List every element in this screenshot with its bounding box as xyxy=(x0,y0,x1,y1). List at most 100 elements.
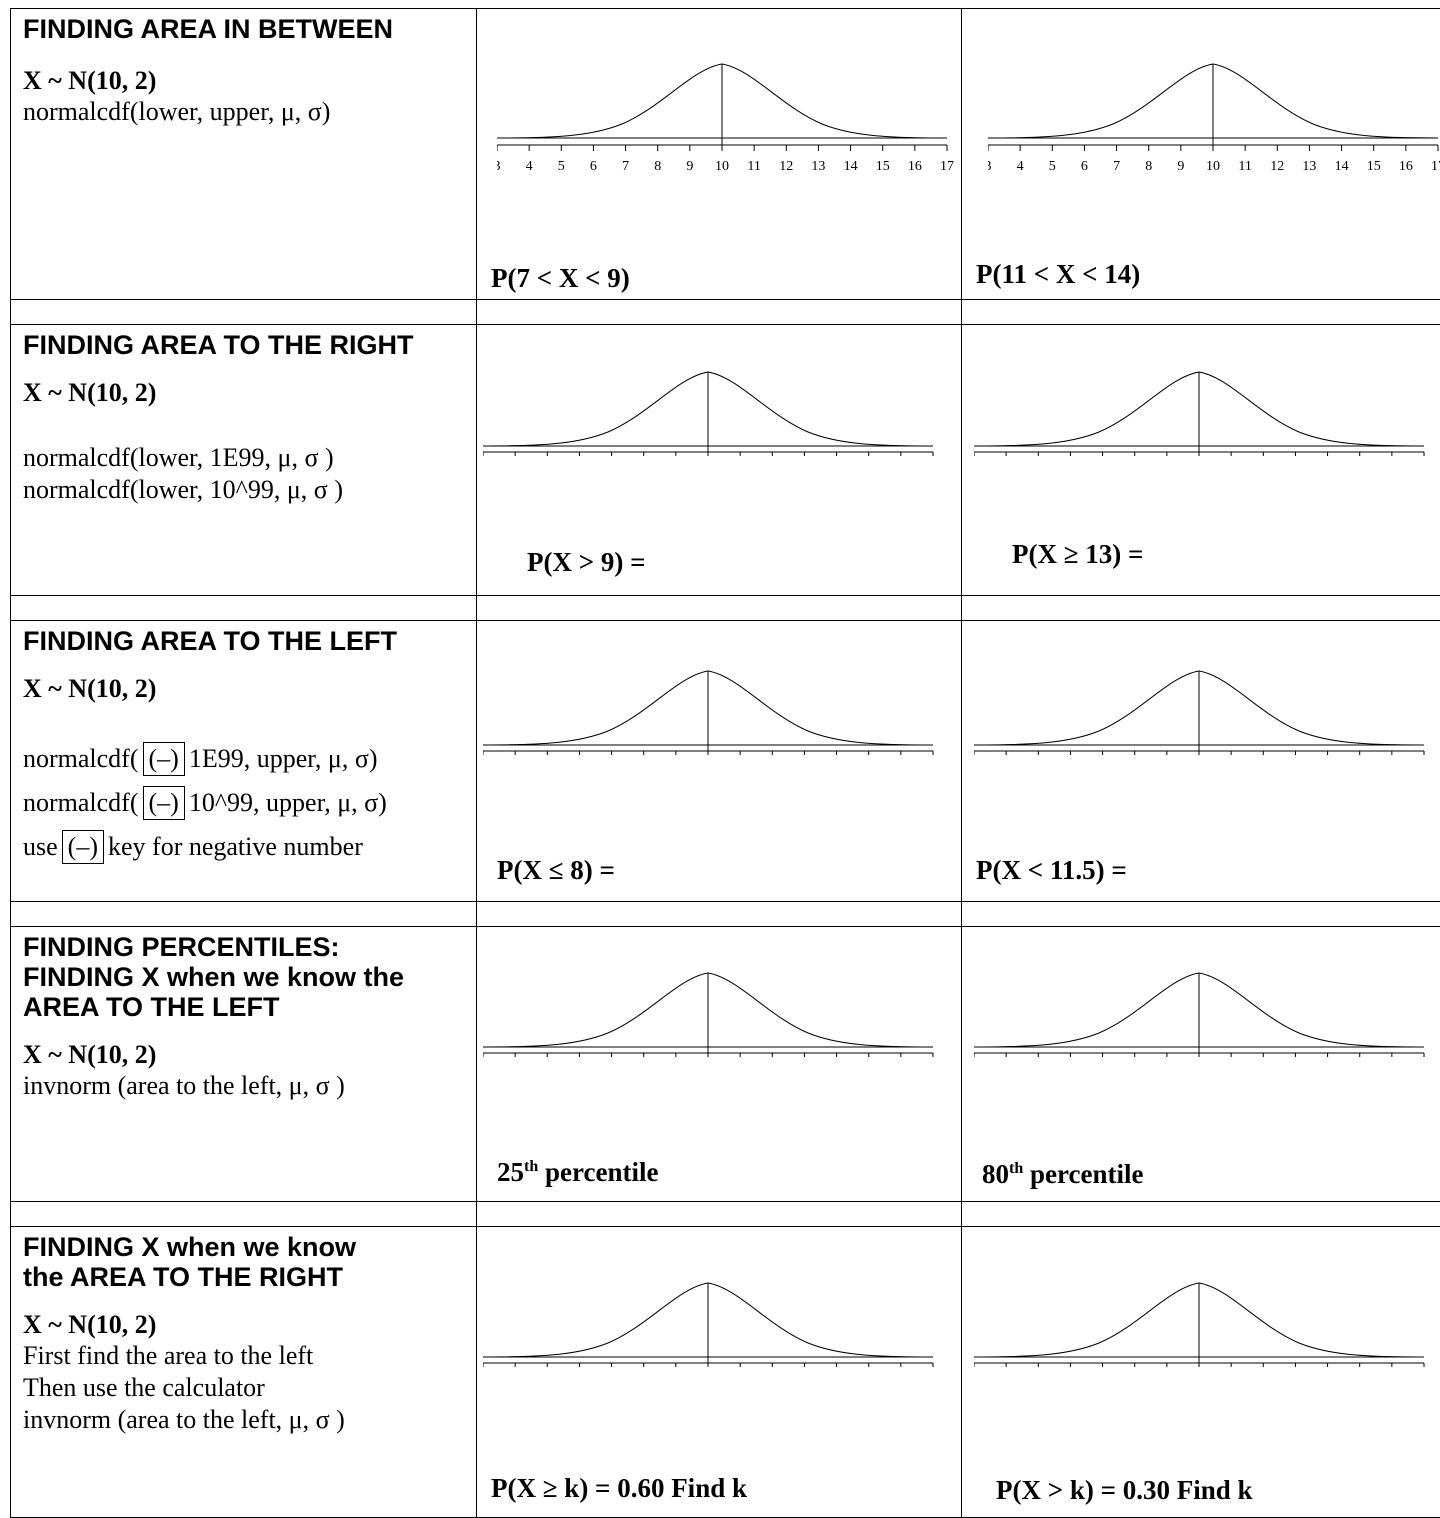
normal-curve xyxy=(974,659,1434,759)
row-area-right: FINDING AREA TO THE RIGHT X ~ N(10, 2) n… xyxy=(11,325,1440,596)
percentile-word: percentile xyxy=(538,1157,658,1187)
problem-cell: 25th percentile xyxy=(477,927,962,1202)
calculator-syntax: First find the area to the left xyxy=(23,1340,476,1372)
problem-label: 25th percentile xyxy=(497,1157,658,1188)
problem-label: P(X ≤ 8) = xyxy=(497,855,615,886)
negative-key: (–) xyxy=(143,742,185,776)
section-heading: the AREA TO THE RIGHT xyxy=(23,1262,476,1292)
syntax-prefix: normalcdf( xyxy=(23,744,139,773)
axis-tick-label: 3 xyxy=(497,159,501,174)
calculator-syntax: normalcdf(lower, 1E99, μ, σ ) xyxy=(23,442,476,474)
percentile-word: percentile xyxy=(1023,1159,1143,1189)
axis-tick-label: 12 xyxy=(1270,159,1284,174)
axis-tick-label: 9 xyxy=(1177,159,1184,174)
axis-tick-label: 13 xyxy=(811,159,825,174)
distribution-label: X ~ N(10, 2) xyxy=(23,66,476,96)
negative-key-hint: use(–)key for negative number xyxy=(23,830,476,864)
problem-cell: P(X ≤ 8) = xyxy=(477,621,962,902)
row-area-right-inverse: FINDING X when we know the AREA TO THE R… xyxy=(11,1227,1440,1518)
normal-curve xyxy=(974,1271,1434,1371)
syntax-suffix: 10^99, upper, μ, σ) xyxy=(189,788,387,817)
problem-label: P(X ≥ 13) = xyxy=(1012,539,1143,570)
spacer-row xyxy=(11,596,1440,621)
problem-label: 80th percentile xyxy=(982,1159,1143,1190)
axis-tick-label: 4 xyxy=(1017,159,1024,174)
problem-cell: 80th percentile xyxy=(962,927,1440,1202)
calculator-syntax: invnorm (area to the left, μ, σ ) xyxy=(23,1404,476,1436)
problem-label: P(X > k) = 0.30 Find k xyxy=(996,1475,1253,1506)
axis-tick-label: 16 xyxy=(1399,159,1413,174)
problem-label: P(X < 11.5) = xyxy=(976,855,1127,886)
worksheet-table: FINDING AREA IN BETWEEN X ~ N(10, 2) nor… xyxy=(10,8,1440,1518)
calculator-syntax: Then use the calculator xyxy=(23,1372,476,1404)
axis-tick-label: 13 xyxy=(1302,159,1316,174)
section-heading: FINDING PERCENTILES: xyxy=(23,932,476,962)
axis-tick-label: 14 xyxy=(844,159,858,174)
axis-tick-label: 12 xyxy=(779,159,793,174)
axis-tick-label: 7 xyxy=(1113,159,1120,174)
section-heading: FINDING X when we know xyxy=(23,1232,476,1262)
axis-tick-label: 14 xyxy=(1335,159,1349,174)
distribution-label: X ~ N(10, 2) xyxy=(23,378,476,408)
axis-tick-label: 5 xyxy=(558,159,565,174)
negative-key: (–) xyxy=(143,786,185,820)
calculator-syntax: normalcdf(lower, 10^99, μ, σ ) xyxy=(23,474,476,506)
normal-curve xyxy=(483,961,943,1061)
spacer-row xyxy=(11,902,1440,927)
distribution-label: X ~ N(10, 2) xyxy=(23,1310,476,1340)
calculator-syntax: normalcdf((–)1E99, upper, μ, σ) xyxy=(23,742,476,776)
problem-cell: P(X ≥ 13) = xyxy=(962,325,1440,596)
axis-tick-label: 7 xyxy=(622,159,629,174)
axis-tick-label: 9 xyxy=(686,159,693,174)
instructions-cell: FINDING PERCENTILES: FINDING X when we k… xyxy=(11,927,477,1202)
distribution-label: X ~ N(10, 2) xyxy=(23,1040,476,1070)
problem-cell: P(X > 9) = xyxy=(477,325,962,596)
normal-curve xyxy=(974,360,1434,460)
problem-cell: P(X ≥ k) = 0.60 Find k xyxy=(477,1227,962,1518)
percentile-number: 80 xyxy=(982,1159,1009,1189)
calculator-syntax: normalcdf(lower, upper, μ, σ) xyxy=(23,96,476,128)
axis-tick-label: 15 xyxy=(876,159,890,174)
instructions-cell: FINDING AREA IN BETWEEN X ~ N(10, 2) nor… xyxy=(11,9,477,300)
axis-tick-label: 16 xyxy=(908,159,922,174)
row-area-between: FINDING AREA IN BETWEEN X ~ N(10, 2) nor… xyxy=(11,9,1440,300)
distribution-label: X ~ N(10, 2) xyxy=(23,674,476,704)
axis-tick-label: 10 xyxy=(1206,159,1220,174)
axis-tick-label: 6 xyxy=(590,159,597,174)
normal-curve xyxy=(974,961,1434,1061)
axis-tick-label: 8 xyxy=(654,159,661,174)
axis-tick-label: 17 xyxy=(940,159,954,174)
axis-tick-label: 11 xyxy=(1238,159,1251,174)
axis-tick-label: 15 xyxy=(1367,159,1381,174)
spacer-row xyxy=(11,1202,1440,1227)
normal-curve xyxy=(483,360,943,460)
axis-tick-label: 8 xyxy=(1145,159,1152,174)
instructions-cell: FINDING AREA TO THE RIGHT X ~ N(10, 2) n… xyxy=(11,325,477,596)
axis-tick-label: 11 xyxy=(747,159,760,174)
section-heading: FINDING AREA TO THE LEFT xyxy=(23,626,476,656)
axis-tick-label: 17 xyxy=(1431,159,1440,174)
section-heading: FINDING AREA TO THE RIGHT xyxy=(23,330,476,360)
calculator-syntax: invnorm (area to the left, μ, σ ) xyxy=(23,1070,476,1102)
syntax-suffix: 1E99, upper, μ, σ) xyxy=(189,744,378,773)
normal-curve xyxy=(483,659,943,759)
problem-cell: P(X < 11.5) = xyxy=(962,621,1440,902)
section-heading: FINDING AREA IN BETWEEN xyxy=(23,14,476,44)
hint-suffix: key for negative number xyxy=(108,832,363,861)
axis-tick-label: 6 xyxy=(1081,159,1088,174)
axis-tick-label: 10 xyxy=(715,159,729,174)
calculator-syntax: normalcdf((–)10^99, upper, μ, σ) xyxy=(23,786,476,820)
hint-prefix: use xyxy=(23,832,58,861)
ordinal-suffix: th xyxy=(524,1158,538,1175)
axis-tick-label: 3 xyxy=(988,159,992,174)
percentile-number: 25 xyxy=(497,1157,524,1187)
normal-curve xyxy=(483,1271,943,1371)
spacer-row xyxy=(11,300,1440,325)
instructions-cell: FINDING AREA TO THE LEFT X ~ N(10, 2) no… xyxy=(11,621,477,902)
negative-key: (–) xyxy=(62,830,104,864)
section-heading: AREA TO THE LEFT xyxy=(23,992,476,1022)
syntax-prefix: normalcdf( xyxy=(23,788,139,817)
